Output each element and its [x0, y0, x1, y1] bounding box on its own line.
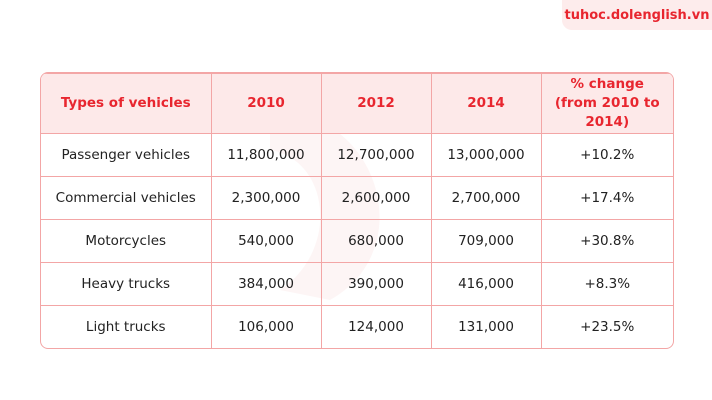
header-row: Types of vehicles 2010 2012 2014% change (f… [41, 73, 673, 134]
table-cell: 384,000 [210, 262, 322, 306]
table-cell: 2,700,000 [430, 176, 542, 220]
row-label: Commercial vehicles [41, 176, 212, 220]
table-cell: +17.4% [540, 176, 673, 220]
table-cell: 709,000 [430, 219, 542, 263]
table-row: Commercial vehicles 2,300,000 2,600,000 2,7… [41, 176, 673, 220]
row-label: Light trucks [41, 305, 212, 348]
table-cell: 11,800,000 [210, 133, 322, 177]
table-cell: 13,000,000 [430, 133, 542, 177]
table-row: Light trucks 106,000 124,000 131,000 +23.5% [41, 305, 673, 348]
table-cell: 2,600,000 [320, 176, 432, 220]
table-cell: 131,000 [430, 305, 542, 348]
table-cell: +10.2% [540, 133, 673, 177]
table-cell: 416,000 [430, 262, 542, 306]
row-label: Passenger vehicles [41, 133, 212, 177]
table-cell: 106,000 [210, 305, 322, 348]
table-cell: 2,300,000 [210, 176, 322, 220]
table-cell: 680,000 [320, 219, 432, 263]
table-cell: 124,000 [320, 305, 432, 348]
column-header: % change (from 2010 to 2014) [540, 73, 673, 134]
table-container: Types of vehicles 2010 2012 2014% change (f… [40, 72, 674, 349]
table-cell: 12,700,000 [320, 133, 432, 177]
row-label: Heavy trucks [41, 262, 212, 306]
table-row: Heavy trucks 384,000 390,000 416,000 +8.3% [41, 262, 673, 306]
table-cell: +30.8% [540, 219, 673, 263]
table-cell: +8.3% [540, 262, 673, 306]
column-header: 2014 [430, 73, 542, 134]
site-badge: tuhoc.dolenglish.vn [562, 0, 712, 30]
column-header: Types of vehicles [41, 73, 212, 134]
table-row: Passenger vehicles 11,800,000 12,700,000 13… [41, 133, 673, 177]
table-row: Motorcycles 540,000 680,000 709,000 +30.8% [41, 219, 673, 263]
table-cell: 390,000 [320, 262, 432, 306]
row-label: Motorcycles [41, 219, 212, 263]
column-header: 2012 [320, 73, 432, 134]
table-cell: +23.5% [540, 305, 673, 348]
data-table: Types of vehicles 2010 2012 2014% change (f… [41, 73, 673, 348]
column-header: 2010 [210, 73, 322, 134]
table-cell: 540,000 [210, 219, 322, 263]
